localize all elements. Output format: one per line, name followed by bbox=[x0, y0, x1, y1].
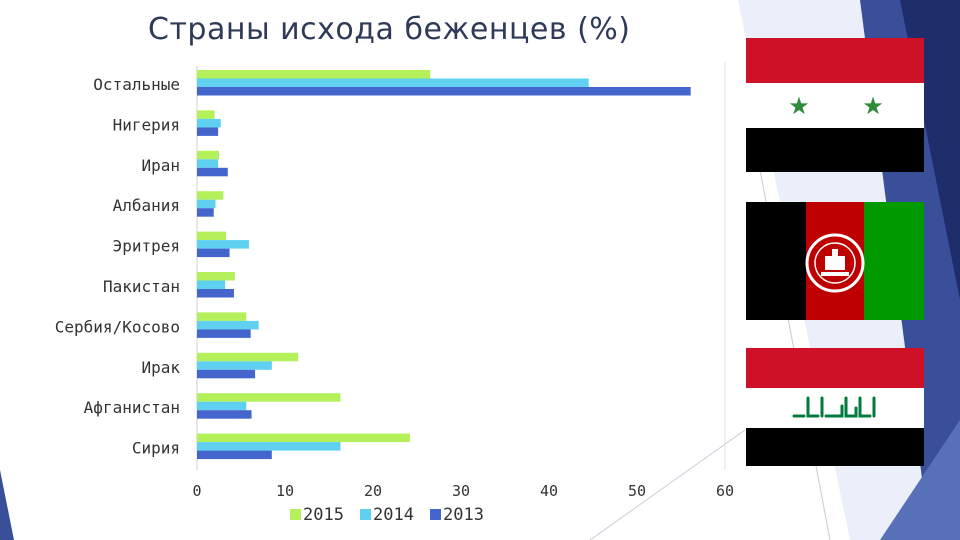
bar-2013 bbox=[197, 450, 272, 460]
legend-label: 2015 bbox=[303, 505, 344, 525]
x-tick-label: 10 bbox=[276, 482, 294, 500]
bar-2013 bbox=[197, 208, 214, 217]
bar-2013 bbox=[197, 410, 252, 419]
category-label: Сербия/Косово bbox=[55, 317, 180, 336]
bar-2014 bbox=[197, 280, 226, 289]
decor-triangle-bottom bbox=[880, 420, 960, 540]
x-tick-label: 40 bbox=[540, 482, 558, 500]
x-tick-label: 0 bbox=[192, 482, 201, 500]
bar-2013 bbox=[197, 369, 256, 379]
category-label: Иран bbox=[141, 156, 180, 175]
category-label: Сирия bbox=[132, 439, 180, 458]
takbir-mark bbox=[792, 396, 876, 418]
bar-2014 bbox=[197, 240, 249, 249]
legend-label: 2014 bbox=[373, 505, 414, 525]
x-tick-label: 30 bbox=[452, 482, 470, 500]
decor-left-edge bbox=[0, 470, 14, 540]
bar-2015 bbox=[197, 150, 219, 160]
bar-2015 bbox=[197, 231, 227, 241]
bar-2014 bbox=[197, 442, 341, 451]
bar-2013 bbox=[197, 248, 230, 258]
svg-text:★: ★ bbox=[788, 92, 810, 120]
slide-title: Страны исхода беженцев (%) bbox=[148, 12, 631, 47]
x-tick-label: 60 bbox=[716, 482, 734, 500]
x-tick-label: 50 bbox=[628, 482, 646, 500]
category-label: Нигерия bbox=[113, 115, 180, 134]
bar-2014 bbox=[197, 78, 589, 87]
bar-2015 bbox=[197, 352, 299, 362]
category-label: Пакистан bbox=[103, 277, 180, 296]
category-label: Эритрея bbox=[113, 237, 180, 256]
bar-2015 bbox=[197, 433, 410, 443]
category-label: Ирак bbox=[141, 358, 180, 377]
legend-swatch-2014 bbox=[360, 509, 371, 520]
bar-2014 bbox=[197, 361, 272, 370]
category-label: Остальные bbox=[93, 75, 180, 94]
category-label: Албания bbox=[113, 196, 180, 215]
bar-2015 bbox=[197, 70, 431, 79]
legend-swatch-2013 bbox=[430, 509, 441, 520]
afghanistan-flag-icon bbox=[746, 202, 924, 320]
syria-flag-icon: ★ ★ bbox=[746, 38, 924, 172]
bar-2013 bbox=[197, 167, 228, 177]
bar-2015 bbox=[197, 191, 224, 200]
bar-2015 bbox=[197, 110, 215, 119]
bar-2013 bbox=[197, 289, 234, 298]
legend-swatch-2015 bbox=[290, 509, 301, 520]
bar-2014 bbox=[197, 159, 219, 168]
category-label: Афганистан bbox=[84, 398, 180, 417]
bar-2014 bbox=[197, 401, 247, 411]
bar-2013 bbox=[197, 87, 691, 96]
bar-2014 bbox=[197, 118, 221, 128]
bar-2014 bbox=[197, 320, 259, 330]
svg-text:★: ★ bbox=[862, 92, 884, 120]
bar-2015 bbox=[197, 272, 235, 281]
bar-2014 bbox=[197, 199, 216, 209]
decor-line bbox=[589, 429, 746, 540]
iraq-flag-icon bbox=[746, 348, 924, 466]
x-tick-label: 20 bbox=[364, 482, 382, 500]
bar-2013 bbox=[197, 127, 219, 136]
bar-2015 bbox=[197, 312, 247, 321]
bar-2013 bbox=[197, 329, 251, 338]
bar-2015 bbox=[197, 393, 341, 402]
legend-label: 2013 bbox=[443, 505, 484, 525]
